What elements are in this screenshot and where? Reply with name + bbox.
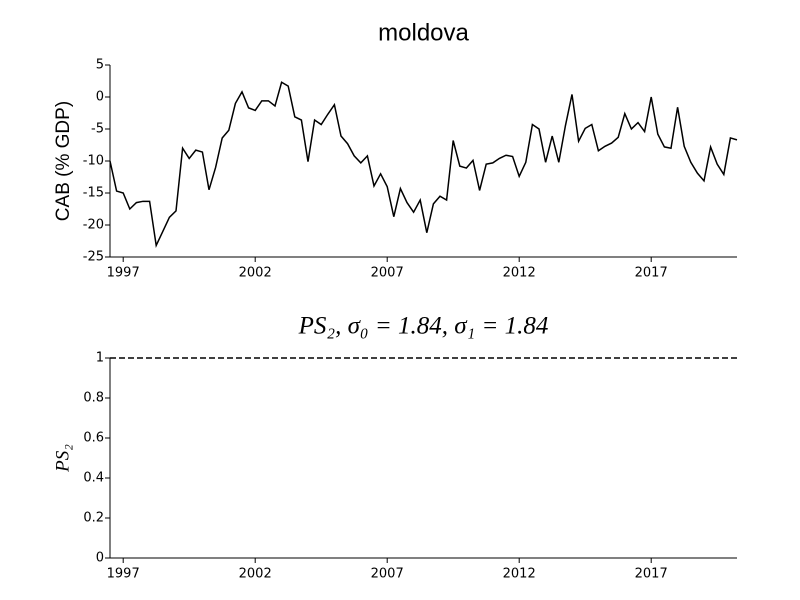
x-tick-label: 2012 [503,266,536,281]
y-tick-label: 0.8 [83,391,104,406]
y-tick-label: -15 [83,186,104,201]
y-axis-label: PS₂ [52,444,73,473]
data-line [109,81,738,249]
x-tick-label: 2007 [371,567,404,582]
x-tick-label: 1997 [107,266,140,281]
x-tick-label: 2012 [503,567,536,582]
y-tick-label: 0 [96,90,104,105]
y-tick-label: -10 [83,154,104,169]
y-axis-label: CAB (% GDP) [53,101,74,221]
x-tick-label: 2017 [635,567,668,582]
y-tick-label: -5 [91,122,104,137]
y-tick-label: 0.6 [83,431,104,446]
x-tick-label: 1997 [107,567,140,582]
y-tick-label: -20 [83,218,104,233]
x-tick-label: 2007 [371,266,404,281]
y-tick-label: 5 [96,58,104,73]
x-tick-label: 2017 [635,266,668,281]
y-tick-label: -25 [83,250,104,265]
y-tick-label: 0.2 [83,511,104,526]
y-tick-label: 1 [96,351,104,366]
x-tick-label: 2002 [239,567,272,582]
y-tick-label: 0 [96,551,104,566]
chart-title: PS₂, σ₀ = 1.84, σ₁ = 1.84 [298,313,549,340]
x-tick-label: 2002 [239,266,272,281]
chart-title: moldova [378,19,469,46]
y-tick-label: 0.4 [83,471,104,486]
